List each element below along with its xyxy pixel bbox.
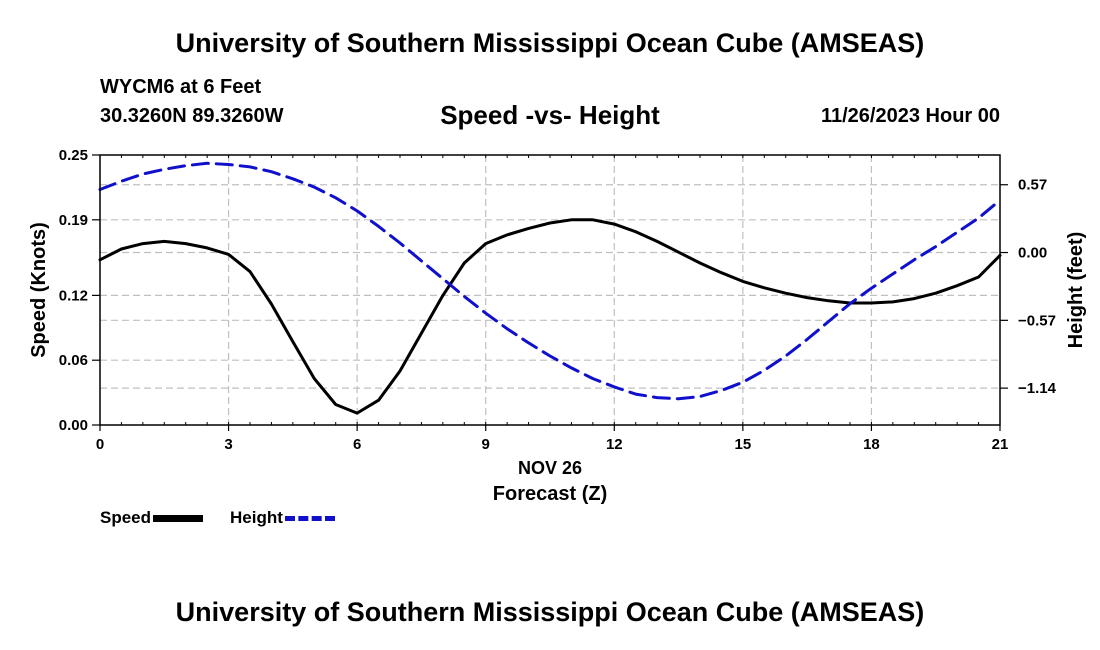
- x-tick-label: 15: [735, 436, 752, 453]
- legend-height-swatch: [284, 515, 335, 521]
- y2-tick-label: −0.57: [1018, 312, 1056, 329]
- x-tick-label: 6: [353, 436, 361, 453]
- legend-height: Height: [230, 508, 335, 528]
- x-axis-date-label: NOV 26: [518, 458, 582, 478]
- grid-lines: [100, 155, 1000, 425]
- y2-tick-label: 0.57: [1018, 177, 1047, 194]
- station-label: WYCM6 at 6 Feet: [100, 76, 262, 98]
- y2-axis-label: Height (feet): [1065, 232, 1087, 349]
- y2-tick-label: 0.00: [1018, 245, 1047, 262]
- coordinates-label: 30.3260N 89.3260W: [100, 105, 284, 127]
- y-tick-label: 0.25: [59, 147, 88, 164]
- y-tick-label: 0.12: [59, 287, 88, 304]
- x-tick-label: 21: [992, 436, 1009, 453]
- series-line-height: [98, 161, 1002, 401]
- y-tick-label: 0.06: [59, 352, 88, 369]
- x-tick-label: 9: [482, 436, 490, 453]
- y2-tick-label: −1.14: [1018, 380, 1057, 397]
- chart-subtitle: Speed -vs- Height: [440, 100, 660, 130]
- axis-ticks: 0 3 6 9 12 15 18 21 0.00 0.06 0.12 0.19 0.25 0.57 0.00…: [59, 147, 1057, 453]
- y-tick-label: 0.19: [59, 212, 88, 229]
- legend-speed-swatch: [153, 514, 204, 522]
- legend-height-label: Height: [230, 508, 283, 527]
- plot-frame: [99, 154, 1001, 426]
- chart-title: University of Southern Mississippi Ocean…: [175, 28, 925, 58]
- x-tick-label: 0: [96, 436, 104, 453]
- y-axis-label: Speed (Knots): [28, 222, 50, 358]
- legend-speed-label: Speed: [100, 508, 152, 527]
- x-tick-label: 18: [863, 436, 880, 453]
- data-series: [98, 161, 1002, 415]
- footer-title: University of Southern Mississippi Ocean…: [175, 597, 925, 627]
- series-line-speed: [98, 218, 1002, 415]
- legend-speed: Speed: [100, 508, 204, 528]
- x-axis-label: Forecast (Z): [493, 483, 607, 505]
- y-tick-label: 0.00: [59, 417, 88, 434]
- forecast-datetime: 11/26/2023 Hour 00: [820, 105, 1000, 127]
- x-tick-label: 3: [224, 436, 232, 453]
- x-tick-label: 12: [606, 436, 623, 453]
